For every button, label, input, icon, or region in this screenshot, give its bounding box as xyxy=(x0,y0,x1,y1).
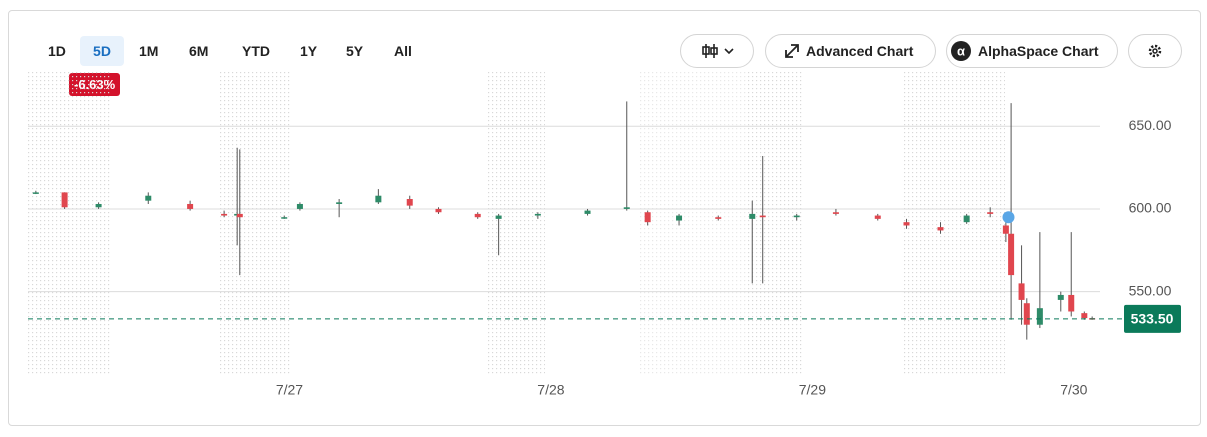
advanced-chart-button[interactable]: Advanced Chart xyxy=(765,34,936,68)
range-button[interactable]: All xyxy=(394,43,412,59)
candle-body xyxy=(406,199,413,206)
candle-body xyxy=(95,203,102,208)
candle-body xyxy=(759,215,766,218)
chart-type-button[interactable] xyxy=(680,34,754,68)
candle-body xyxy=(1068,294,1075,312)
candle-body xyxy=(336,202,343,204)
svg-text:α: α xyxy=(957,43,965,58)
candle-body xyxy=(61,192,68,208)
candle-body xyxy=(874,215,881,219)
y-tick-label: 600.00 xyxy=(1129,200,1172,216)
range-button[interactable]: 6M xyxy=(189,43,209,59)
candle-body xyxy=(584,210,591,214)
candle-body xyxy=(32,192,39,194)
extended-hours-shading xyxy=(28,70,1005,376)
candle-body xyxy=(644,212,651,223)
candle-body xyxy=(495,215,502,219)
range-button[interactable]: 1Y xyxy=(300,43,318,59)
candle-body xyxy=(1036,308,1043,325)
candle-body xyxy=(793,215,800,218)
y-tick-label: 650.00 xyxy=(1129,117,1172,133)
candle-body xyxy=(676,215,683,221)
candle-body xyxy=(534,213,541,216)
candle-body xyxy=(1057,294,1064,300)
expand-icon xyxy=(785,44,799,58)
chart-type-icon xyxy=(702,44,734,58)
candle-body xyxy=(1023,303,1030,325)
range-button[interactable]: YTD xyxy=(242,43,270,59)
candle-body xyxy=(375,195,382,203)
candle-body xyxy=(832,212,839,214)
candle-body xyxy=(435,208,442,213)
chart-card xyxy=(8,10,1201,426)
candle-body xyxy=(1081,313,1088,319)
x-tick-label: 7/27 xyxy=(276,382,303,398)
candle-body xyxy=(281,217,288,219)
highlight-point xyxy=(1002,211,1015,224)
candle-body xyxy=(623,207,630,209)
candle-body xyxy=(187,203,194,209)
gear-icon xyxy=(1148,44,1162,58)
candle-body xyxy=(296,203,303,209)
x-tick-label: 7/28 xyxy=(537,382,564,398)
candle-body xyxy=(1018,283,1025,300)
alphaspace-chart-button[interactable]: AlphaSpace Chart xyxy=(946,34,1118,68)
candle-body xyxy=(987,212,994,214)
candle-body xyxy=(474,213,481,218)
candle-body xyxy=(1002,225,1009,234)
candle-body xyxy=(937,227,944,231)
candle-body xyxy=(221,213,228,216)
last-price-label: 533.50 xyxy=(1131,311,1174,327)
candle-body xyxy=(1008,233,1015,276)
range-button[interactable]: 5Y xyxy=(346,43,364,59)
candle-body xyxy=(963,215,970,223)
range-button[interactable]: 5D xyxy=(80,36,124,66)
alpha-icon: α xyxy=(951,41,971,61)
candle-body xyxy=(903,222,910,226)
candle-body xyxy=(145,195,152,201)
candle-body xyxy=(715,217,722,219)
range-button[interactable]: 1M xyxy=(139,43,159,59)
x-tick-label: 7/30 xyxy=(1060,382,1087,398)
last-price-box xyxy=(1124,304,1181,333)
y-tick-label: 550.00 xyxy=(1129,282,1172,298)
x-tick-label: 7/29 xyxy=(799,382,826,398)
candle-body xyxy=(749,213,756,219)
range-button[interactable]: 1D xyxy=(48,43,66,59)
candle-body xyxy=(236,213,243,218)
settings-button[interactable] xyxy=(1128,34,1182,68)
